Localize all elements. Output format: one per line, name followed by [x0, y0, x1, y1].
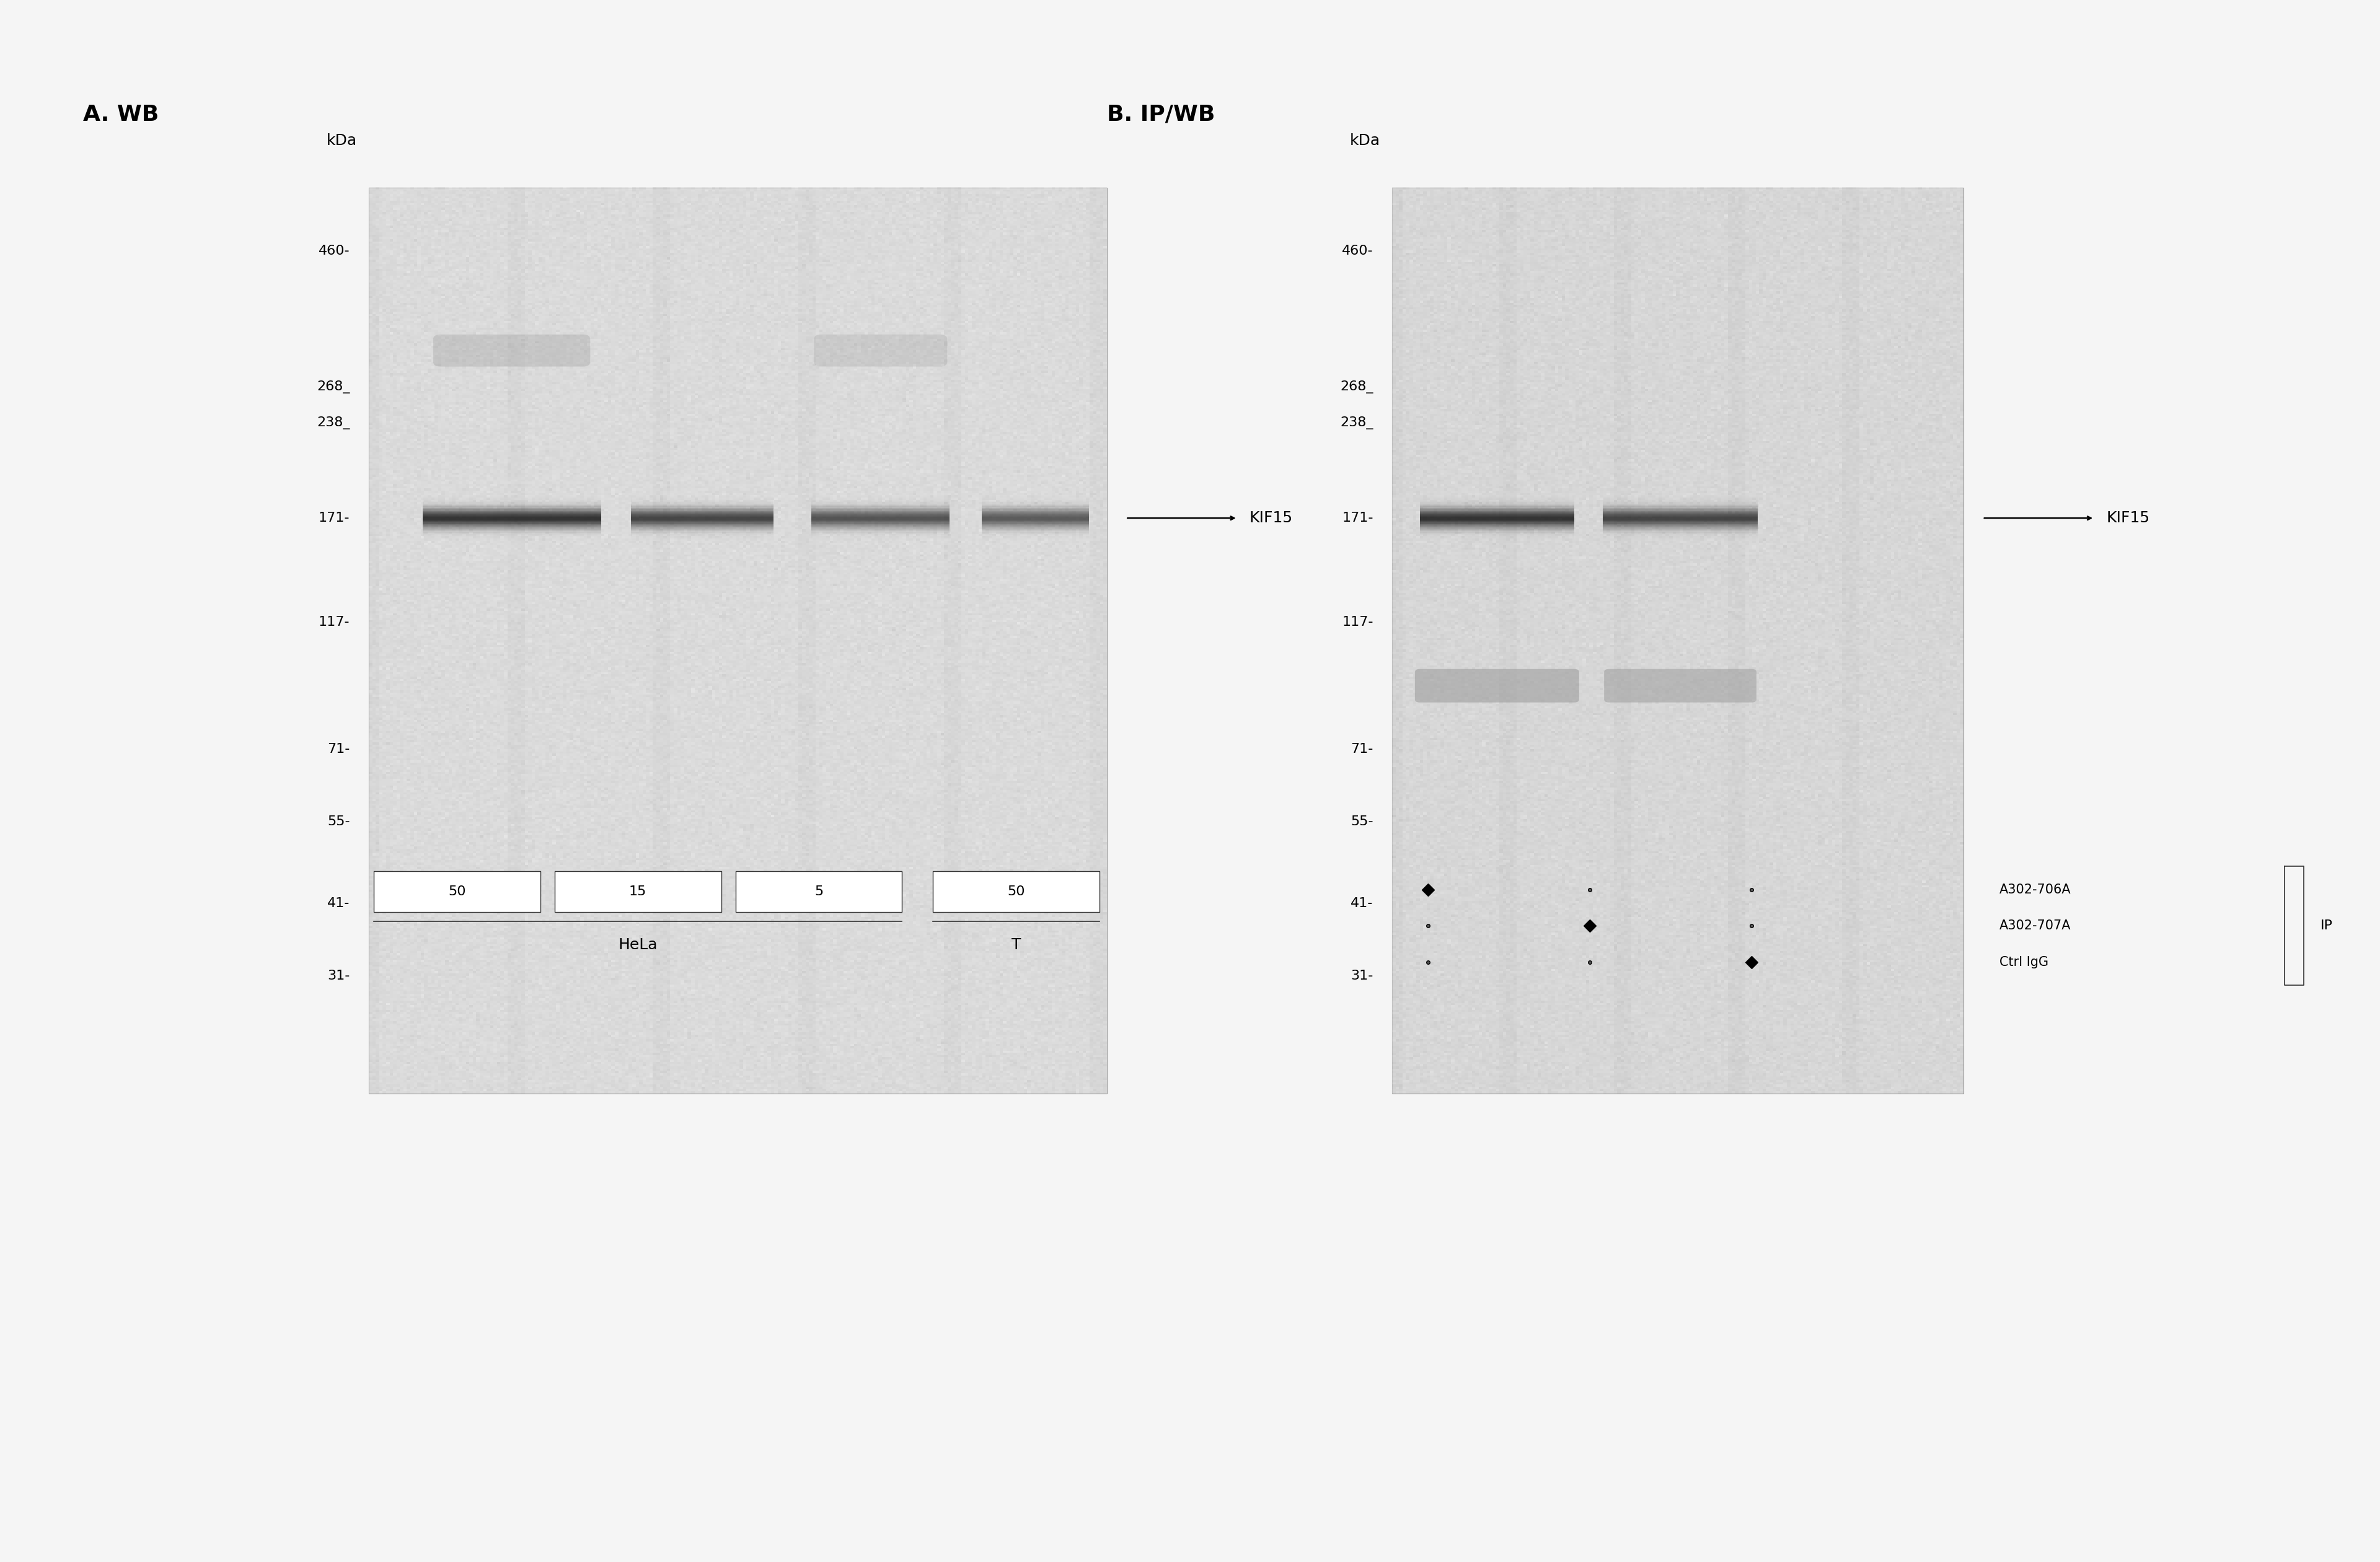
Text: 50: 50	[1007, 886, 1026, 898]
Text: HeLa: HeLa	[619, 937, 657, 953]
FancyBboxPatch shape	[433, 334, 590, 367]
Text: 171-: 171-	[319, 512, 350, 525]
Text: B. IP/WB: B. IP/WB	[1107, 105, 1214, 125]
Text: Ctrl IgG: Ctrl IgG	[1999, 956, 2049, 968]
Text: 171-: 171-	[1342, 512, 1373, 525]
Bar	[555, 872, 721, 912]
Text: KIF15: KIF15	[2106, 511, 2149, 525]
Text: 5: 5	[814, 886, 823, 898]
Text: 268_: 268_	[1340, 380, 1373, 394]
Text: 55-: 55-	[1349, 815, 1373, 828]
Text: 71-: 71-	[328, 744, 350, 756]
Text: 117-: 117-	[319, 615, 350, 628]
Text: 50: 50	[447, 886, 466, 898]
Bar	[1392, 187, 1963, 1093]
Bar	[374, 872, 540, 912]
Bar	[369, 187, 1107, 1093]
FancyBboxPatch shape	[1604, 669, 1756, 703]
Text: 15: 15	[628, 886, 647, 898]
Text: 55-: 55-	[326, 815, 350, 828]
Text: 460-: 460-	[319, 245, 350, 258]
FancyBboxPatch shape	[1414, 669, 1580, 703]
Text: 31-: 31-	[1352, 970, 1373, 982]
Text: 41-: 41-	[328, 897, 350, 909]
Text: kDa: kDa	[1349, 133, 1380, 148]
Text: 31-: 31-	[328, 970, 350, 982]
Text: 117-: 117-	[1342, 615, 1373, 628]
Text: kDa: kDa	[326, 133, 357, 148]
Bar	[933, 872, 1100, 912]
Text: KIF15: KIF15	[1250, 511, 1292, 525]
Text: 71-: 71-	[1352, 744, 1373, 756]
Text: 268_: 268_	[317, 380, 350, 394]
Text: IP: IP	[2320, 920, 2332, 933]
FancyBboxPatch shape	[814, 334, 947, 367]
Text: 41-: 41-	[1352, 897, 1373, 909]
Text: 460-: 460-	[1342, 245, 1373, 258]
Text: T: T	[1011, 937, 1021, 953]
Bar	[735, 872, 902, 912]
Text: A302-706A: A302-706A	[1999, 884, 2071, 895]
Text: A. WB: A. WB	[83, 105, 159, 125]
Text: A302-707A: A302-707A	[1999, 920, 2071, 933]
Text: 238_: 238_	[317, 417, 350, 430]
Text: 238_: 238_	[1340, 417, 1373, 430]
